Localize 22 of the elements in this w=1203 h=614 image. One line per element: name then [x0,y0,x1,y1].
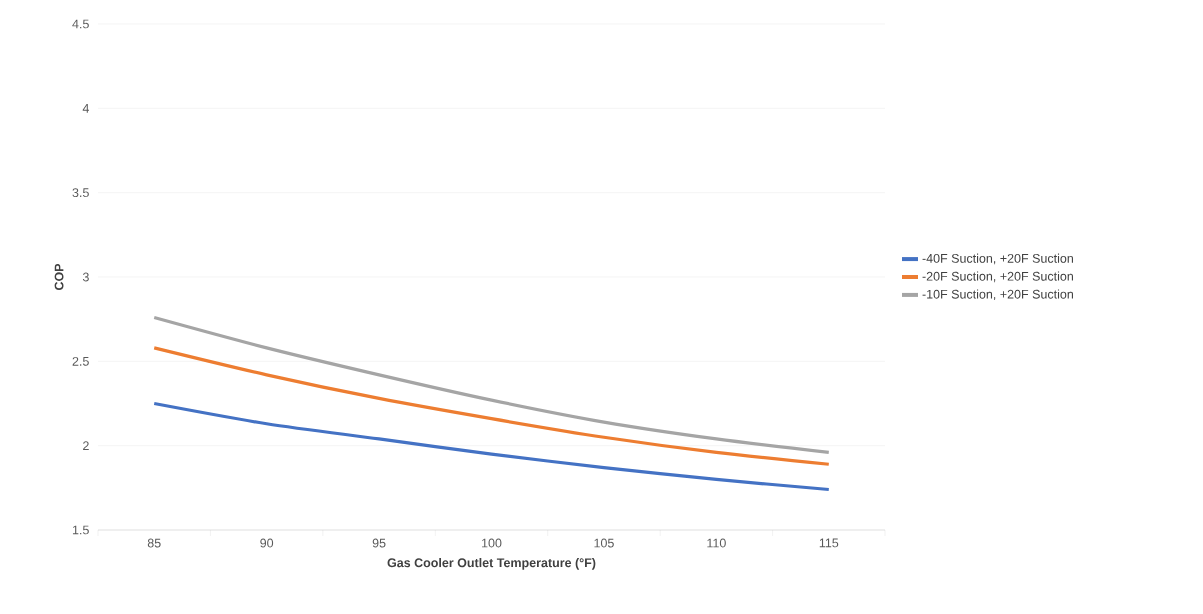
x-tick-label: 95 [372,538,386,548]
x-tick-label: 105 [594,538,614,548]
legend-label: -10F Suction, +20F Suction [922,289,1073,301]
y-tick-label: 4.5 [72,19,89,29]
y-tick-label: 4 [82,104,90,113]
y-axis-title: COP [54,263,64,291]
legend-label: -40F Suction, +20F Suction [922,253,1073,265]
y-tick-label: 2 [83,441,89,451]
line-series [152,346,831,466]
x-tick-label: 115 [819,538,839,548]
line-series [152,315,831,455]
x-axis-title: Gas Cooler Outlet Temperature (°F) [387,557,596,570]
x-tick-label: 90 [260,538,274,548]
y-tick-label: 3 [82,272,89,282]
x-tick-label: 100 [482,538,502,548]
y-tick-label: 3.5 [72,188,89,198]
y-tick-label: 2.5 [72,356,89,366]
legend-label: -20F Suction, +20F Suction [922,271,1073,283]
x-tick-label: 110 [707,538,726,548]
line-series [152,401,831,492]
y-tick-label: 1.5 [72,525,89,535]
x-tick-label: 85 [147,538,161,548]
